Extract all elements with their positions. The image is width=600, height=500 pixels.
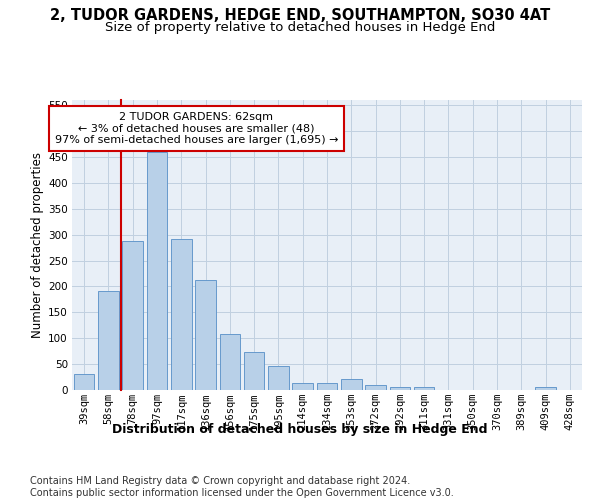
- Bar: [146, 152, 167, 390]
- Y-axis label: Number of detached properties: Number of detached properties: [31, 152, 44, 338]
- Bar: [74, 374, 94, 390]
- Bar: [414, 387, 434, 390]
- Text: Contains HM Land Registry data © Crown copyright and database right 2024.
Contai: Contains HM Land Registry data © Crown c…: [30, 476, 454, 498]
- Bar: [220, 334, 240, 390]
- Text: 2, TUDOR GARDENS, HEDGE END, SOUTHAMPTON, SO30 4AT: 2, TUDOR GARDENS, HEDGE END, SOUTHAMPTON…: [50, 8, 550, 22]
- Bar: [535, 387, 556, 390]
- Bar: [268, 366, 289, 390]
- Bar: [365, 385, 386, 390]
- Bar: [195, 280, 216, 390]
- Bar: [98, 290, 119, 390]
- Text: Distribution of detached houses by size in Hedge End: Distribution of detached houses by size …: [112, 422, 488, 436]
- Bar: [122, 242, 143, 390]
- Bar: [244, 352, 265, 390]
- Bar: [317, 384, 337, 390]
- Text: 2 TUDOR GARDENS: 62sqm
← 3% of detached houses are smaller (48)
97% of semi-deta: 2 TUDOR GARDENS: 62sqm ← 3% of detached …: [55, 112, 338, 145]
- Bar: [292, 384, 313, 390]
- Bar: [171, 239, 191, 390]
- Text: Size of property relative to detached houses in Hedge End: Size of property relative to detached ho…: [105, 21, 495, 34]
- Bar: [389, 388, 410, 390]
- Bar: [341, 379, 362, 390]
